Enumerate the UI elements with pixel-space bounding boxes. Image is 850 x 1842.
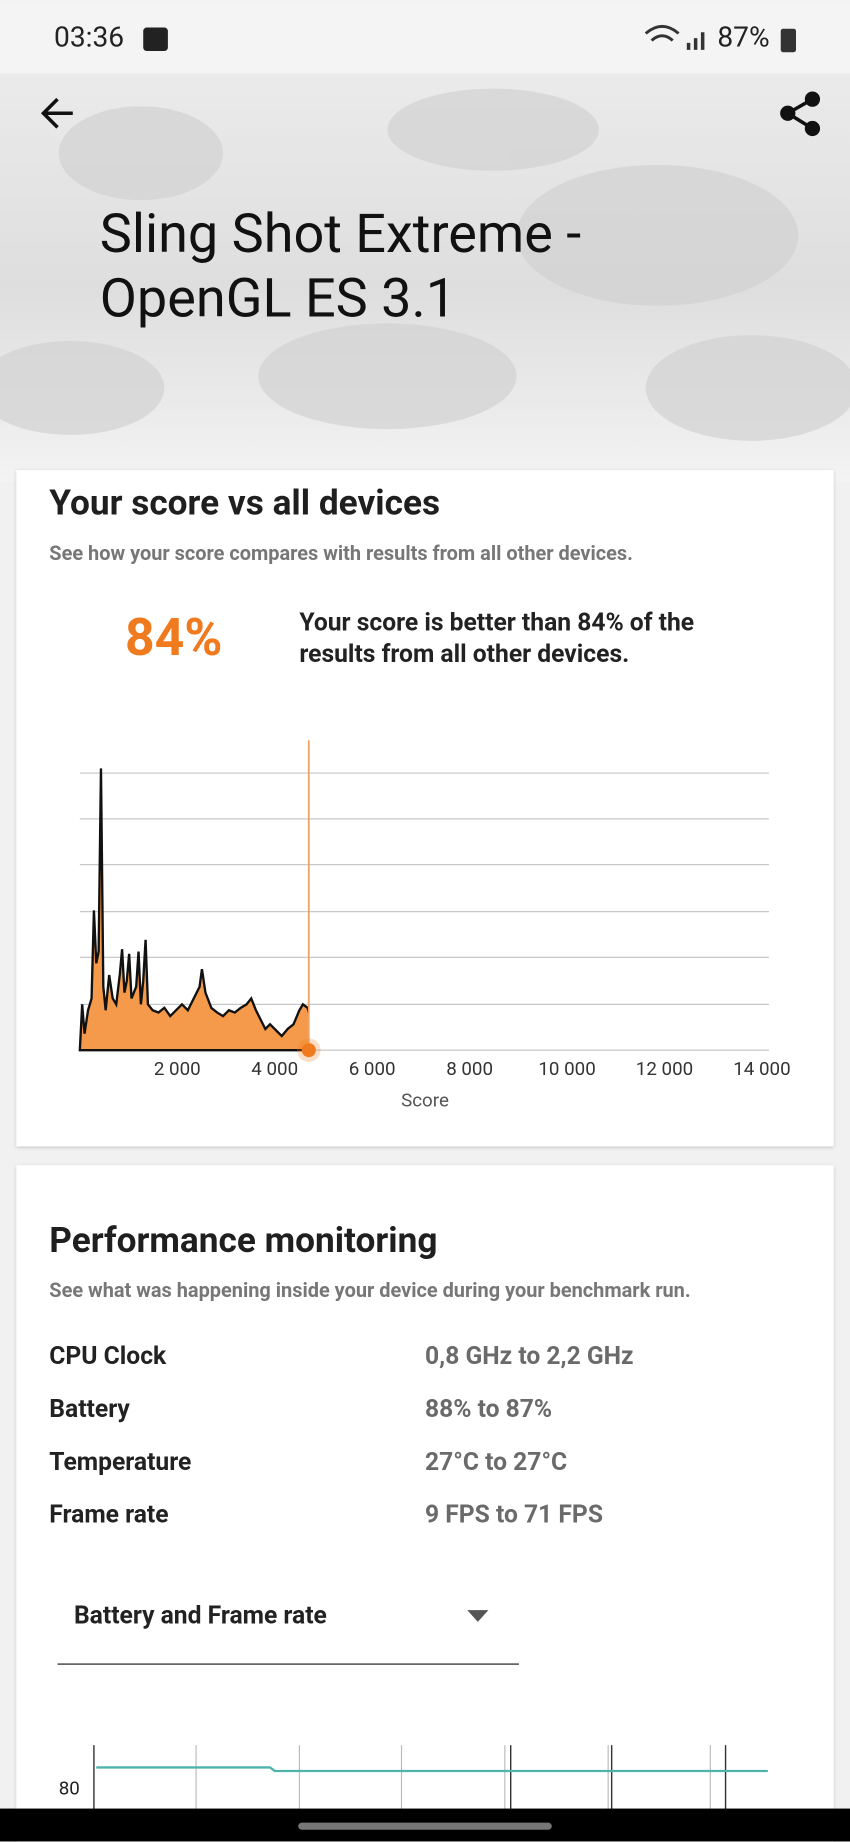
x-tick-label: 6 000 — [349, 1058, 396, 1080]
wifi-icon — [644, 24, 680, 42]
score-summary: results from all other devices. — [299, 640, 629, 669]
card-subtitle: See how your score compares with results… — [49, 541, 633, 565]
x-tick-label: 8 000 — [446, 1058, 493, 1080]
distribution-below — [78, 768, 309, 1052]
metric-label: Battery — [49, 1395, 130, 1424]
header-rocks — [0, 88, 850, 441]
x-tick-label: 10 000 — [538, 1058, 595, 1080]
status-battery: 87% — [717, 21, 769, 54]
dropdown-caret[interactable] — [467, 1610, 489, 1622]
x-tick-label: 4 000 — [251, 1058, 298, 1080]
x-tick-label: 12 000 — [636, 1058, 693, 1080]
back-button[interactable] — [40, 97, 73, 129]
card-subtitle: See what was happening inside your devic… — [49, 1278, 690, 1302]
metric-label: CPU Clock — [49, 1342, 167, 1371]
score-summary: Your score is better than 84% of the — [299, 608, 694, 637]
card-title: Performance monitoring — [49, 1219, 437, 1261]
score-percent: 84% — [125, 607, 222, 668]
distribution — [78, 768, 769, 1052]
card-title: Your score vs all devices — [49, 482, 440, 524]
performance-card — [16, 1165, 834, 1842]
header-title: OpenGL ES 3.1 — [100, 268, 456, 331]
header-title: Sling Shot Extreme - — [100, 203, 581, 266]
score-marker — [301, 1043, 316, 1058]
metric-value: 27°C to 27°C — [425, 1448, 567, 1477]
metric-value: 0,8 GHz to 2,2 GHz — [425, 1342, 634, 1371]
y-tick-label: 80 — [59, 1778, 80, 1800]
dropdown-label[interactable]: Battery and Frame rate — [74, 1602, 327, 1631]
monitor-markers — [93, 1745, 727, 1815]
metric-value: 88% to 87% — [425, 1395, 552, 1424]
status-time: 03:36 — [54, 21, 124, 54]
metric-label: Frame rate — [49, 1501, 168, 1530]
signal-icon — [686, 32, 705, 50]
status-bar — [0, 0, 850, 74]
battery-icon — [780, 28, 796, 53]
battery-line — [96, 1766, 768, 1773]
x-tick-label: 2 000 — [154, 1058, 201, 1080]
x-tick-label: 14 000 — [733, 1058, 790, 1080]
share-button[interactable] — [780, 91, 821, 137]
x-axis-label: Score — [401, 1090, 449, 1112]
monitor-grid — [195, 1745, 711, 1815]
gallery-icon — [143, 27, 168, 52]
metric-value: 9 FPS to 71 FPS — [425, 1501, 603, 1530]
metric-label: Temperature — [49, 1448, 191, 1477]
home-pill[interactable] — [298, 1822, 552, 1830]
